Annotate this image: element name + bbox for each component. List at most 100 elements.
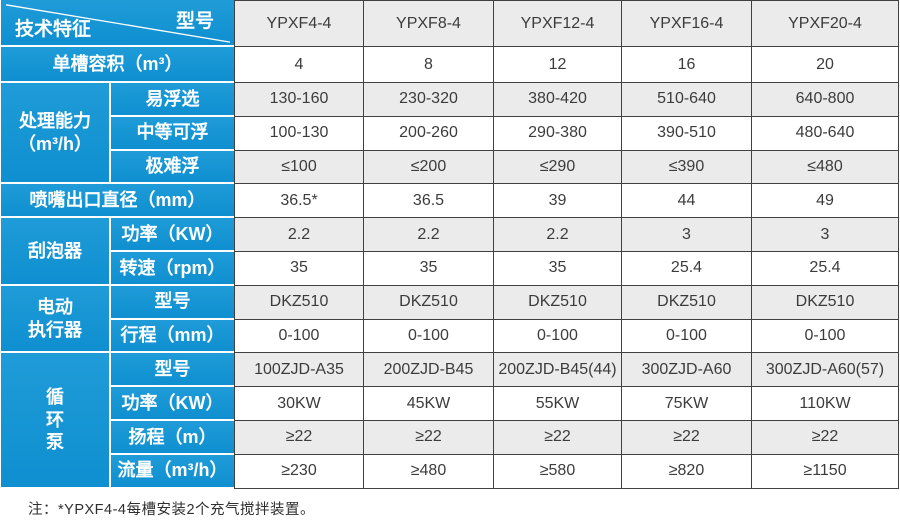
cell-value: 640-800: [752, 83, 899, 117]
corner-label-feature: 技术特征: [15, 19, 92, 40]
cell-value: 39: [494, 184, 622, 219]
cell-value: ≥480: [364, 454, 494, 489]
cell-value: 200ZJD-B45: [364, 353, 494, 388]
cell-value: ≥22: [364, 420, 494, 455]
cell-value: ≤390: [622, 150, 752, 185]
cell-value: 380-420: [494, 83, 622, 117]
row-label: 流量（m³/h）: [111, 454, 234, 489]
cell-value: ≥22: [752, 420, 899, 455]
cell-value: 30KW: [234, 387, 364, 421]
cell-value: 36.5: [364, 184, 494, 219]
cell-value: 35: [234, 251, 364, 286]
cell-value: DKZ510: [234, 285, 364, 320]
corner-cell: 型号 技术特征: [1, 0, 234, 47]
row-label: 极难浮: [111, 150, 234, 185]
cell-value: 2.2: [234, 218, 364, 252]
corner-label-model: 型号: [175, 11, 214, 32]
cell-value: ≥22: [234, 420, 364, 455]
cell-value: 0-100: [234, 319, 364, 354]
cell-value: 44: [622, 184, 752, 219]
cell-value: 200-260: [364, 116, 494, 151]
cell-value: 75KW: [622, 387, 752, 421]
cell-value: ≤480: [752, 150, 899, 185]
table-row: 行程（mm） 0-100 0-100 0-100 0-100 0-100: [1, 319, 899, 354]
row-label: 行程（mm）: [111, 319, 234, 354]
cell-value: DKZ510: [622, 285, 752, 320]
row-label: 功率（KW）: [111, 218, 234, 252]
cell-value: 230-320: [364, 83, 494, 117]
cell-value: 390-510: [622, 116, 752, 151]
cell-value: 0-100: [494, 319, 622, 354]
table-row: 型号 技术特征 YPXF4-4 YPXF8-4 YPXF12-4 YPXF16-…: [1, 0, 899, 47]
table-row: 转速（rpm） 35 35 35 25.4 25.4: [1, 251, 899, 286]
cell-value: 3: [752, 218, 899, 252]
group-label: 处理能力 （m³/h）: [1, 83, 111, 185]
cell-value: 100-130: [234, 116, 364, 151]
cell-value: 480-640: [752, 116, 899, 151]
table-row: 单槽容积（m³） 4 8 12 16 20: [1, 47, 899, 83]
row-label: 中等可浮: [111, 116, 234, 151]
cell-value: ≥580: [494, 454, 622, 489]
cell-value: 0-100: [752, 319, 899, 354]
table-row: 喷嘴出口直径（mm） 36.5* 36.5 39 44 49: [1, 184, 899, 219]
cell-value: 130-160: [234, 83, 364, 117]
group-label: 电动 执行器: [1, 285, 111, 354]
cell-value: 12: [494, 47, 622, 83]
row-label: 单槽容积（m³）: [1, 47, 234, 83]
cell-value: 300ZJD-A60(57): [752, 353, 899, 388]
model-header: YPXF4-4: [234, 0, 364, 47]
cell-value: 8: [364, 47, 494, 83]
cell-value: 20: [752, 47, 899, 83]
cell-value: 300ZJD-A60: [622, 353, 752, 388]
cell-value: ≥230: [234, 454, 364, 489]
cell-value: ≥820: [622, 454, 752, 489]
cell-value: 49: [752, 184, 899, 219]
cell-value: 110KW: [752, 387, 899, 421]
cell-value: 25.4: [622, 251, 752, 286]
model-header: YPXF12-4: [494, 0, 622, 47]
cell-value: 3: [622, 218, 752, 252]
cell-value: ≤200: [364, 150, 494, 185]
table-row: 处理能力 （m³/h） 易浮选 130-160 230-320 380-420 …: [1, 83, 899, 185]
cell-value: DKZ510: [364, 285, 494, 320]
cell-value: ≥1150: [752, 454, 899, 489]
cell-value: 100ZJD-A35: [234, 353, 364, 388]
cell-value: 25.4: [752, 251, 899, 286]
row-label: 转速（rpm）: [111, 251, 234, 286]
cell-value: 35: [364, 251, 494, 286]
cell-value: ≥22: [494, 420, 622, 455]
table-row: 功率（KW） 30KW 45KW 55KW 75KW 110KW: [1, 387, 899, 421]
table-row: 刮泡器 功率（KW） 2.2 2.2 2.2 3 3: [1, 218, 899, 286]
row-label: 易浮选: [111, 83, 234, 117]
cell-value: ≥22: [622, 420, 752, 455]
cell-value: 200ZJD-B45(44): [494, 353, 622, 388]
table-row: 极难浮 ≤100 ≤200 ≤290 ≤390 ≤480: [1, 150, 899, 185]
model-header: YPXF8-4: [364, 0, 494, 47]
cell-value: 0-100: [364, 319, 494, 354]
cell-value: 36.5*: [234, 184, 364, 219]
cell-value: DKZ510: [752, 285, 899, 320]
cell-value: 2.2: [494, 218, 622, 252]
row-label: 功率（KW）: [111, 387, 234, 421]
footnote: 注：*YPXF4-4每槽安装2个充气搅拌装置。: [28, 501, 316, 518]
model-header: YPXF20-4: [752, 0, 899, 47]
cell-value: ≤100: [234, 150, 364, 185]
spec-table: 型号 技术特征 YPXF4-4 YPXF8-4 YPXF12-4 YPXF16-…: [1, 0, 899, 489]
group-label: 刮泡器: [1, 218, 111, 286]
diagonal-divider: [5, 4, 231, 43]
cell-value: 55KW: [494, 387, 622, 421]
cell-value: 45KW: [364, 387, 494, 421]
row-label: 扬程（m）: [111, 420, 234, 455]
row-label: 型号: [111, 285, 234, 320]
cell-value: 510-640: [622, 83, 752, 117]
table-row: 扬程（m） ≥22 ≥22 ≥22 ≥22 ≥22: [1, 420, 899, 455]
cell-value: 0-100: [622, 319, 752, 354]
cell-value: 16: [622, 47, 752, 83]
table-row: 流量（m³/h） ≥230 ≥480 ≥580 ≥820 ≥1150: [1, 454, 899, 489]
row-label: 喷嘴出口直径（mm）: [1, 184, 234, 219]
cell-value: 2.2: [364, 218, 494, 252]
cell-value: ≤290: [494, 150, 622, 185]
model-header: YPXF16-4: [622, 0, 752, 47]
group-label: 循 环 泵: [1, 353, 111, 489]
cell-value: 4: [234, 47, 364, 83]
